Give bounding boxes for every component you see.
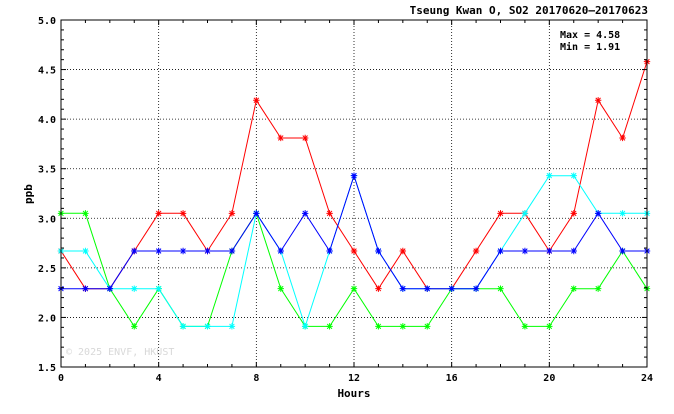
x-tick-label: 8: [253, 373, 259, 384]
series-line: [61, 174, 647, 290]
data-point: [375, 323, 382, 330]
data-point: [277, 134, 284, 142]
data-point: [497, 247, 504, 255]
y-axis-label: ppb: [22, 184, 35, 204]
data-point: [277, 247, 284, 255]
data-point: [131, 285, 138, 292]
data-point: [106, 285, 114, 292]
series-layer: [57, 58, 651, 330]
data-point: [131, 247, 138, 255]
x-tick-label: 12: [348, 373, 360, 384]
grid-layer: [61, 20, 647, 367]
data-point: [399, 323, 407, 330]
x-tick-label: 20: [543, 373, 555, 384]
data-point: [570, 285, 577, 292]
data-point: [619, 210, 626, 217]
data-point: [350, 172, 358, 179]
data-point: [497, 210, 504, 217]
data-point: [228, 210, 236, 217]
data-point: [301, 134, 309, 142]
y-tick-label: 2.0: [38, 313, 56, 324]
data-point: [424, 285, 431, 292]
data-point: [179, 247, 187, 255]
data-point: [131, 323, 138, 330]
y-tick-label: 3.0: [38, 214, 56, 225]
data-point: [155, 247, 162, 255]
data-point: [301, 323, 309, 330]
data-point: [350, 285, 358, 292]
data-point: [594, 285, 602, 292]
data-point: [546, 172, 553, 179]
data-point: [155, 285, 162, 292]
data-point: [546, 323, 553, 330]
data-point: [350, 247, 358, 255]
y-tick-label: 4.0: [38, 115, 56, 126]
data-point: [253, 210, 260, 217]
x-tick-label: 24: [641, 373, 653, 384]
y-tick-label: 2.5: [38, 264, 56, 275]
data-point: [204, 247, 211, 255]
data-point: [326, 247, 333, 255]
data-point: [399, 247, 407, 255]
data-point: [228, 247, 236, 255]
data-point: [82, 247, 89, 255]
data-point: [619, 134, 626, 142]
data-point: [326, 210, 333, 217]
data-point: [521, 210, 529, 217]
data-point: [228, 323, 236, 330]
min-annotation: Min = 1.91: [560, 41, 620, 53]
y-tick-label: 3.5: [38, 165, 56, 176]
x-tick-label: 4: [156, 373, 162, 384]
data-point: [424, 323, 431, 330]
data-point: [472, 285, 480, 292]
data-point: [570, 210, 577, 217]
data-point: [594, 97, 602, 104]
data-point: [204, 323, 211, 330]
data-point: [448, 285, 455, 292]
data-point: [179, 210, 187, 217]
data-point: [570, 247, 577, 255]
data-point: [82, 210, 89, 217]
data-point: [375, 247, 382, 255]
data-point: [82, 285, 89, 292]
data-point: [326, 323, 333, 330]
x-tick-label: 16: [446, 373, 458, 384]
data-point: [570, 172, 577, 179]
max-annotation: Max = 4.58: [560, 30, 620, 41]
x-tick-label: 0: [58, 373, 64, 384]
data-point: [155, 210, 162, 217]
data-point: [497, 285, 504, 292]
data-point: [253, 97, 260, 104]
x-axis-label: Hours: [337, 387, 370, 400]
data-point: [619, 247, 626, 255]
data-point: [546, 247, 553, 255]
y-tick-label: 5.0: [38, 16, 56, 27]
watermark: © 2025 ENVF, HKUST: [66, 347, 174, 358]
data-point: [521, 323, 529, 330]
data-point: [301, 210, 309, 217]
data-point: [375, 285, 382, 292]
data-point: [521, 247, 529, 255]
y-tick-label: 1.5: [38, 363, 56, 374]
data-point: [594, 210, 602, 217]
y-tick-label: 4.5: [38, 66, 56, 77]
tick-layer: 0 4 8 12 16 20 24 1.5 2.0 2.5 3.0 3.5 4.0 4.5 5.0: [38, 16, 653, 384]
data-point: [277, 285, 284, 292]
data-point: [179, 323, 187, 330]
data-point: [472, 247, 480, 255]
chart-title: Tseung Kwan O, SO2 20170620–20170623: [410, 4, 648, 17]
data-point: [399, 285, 407, 292]
